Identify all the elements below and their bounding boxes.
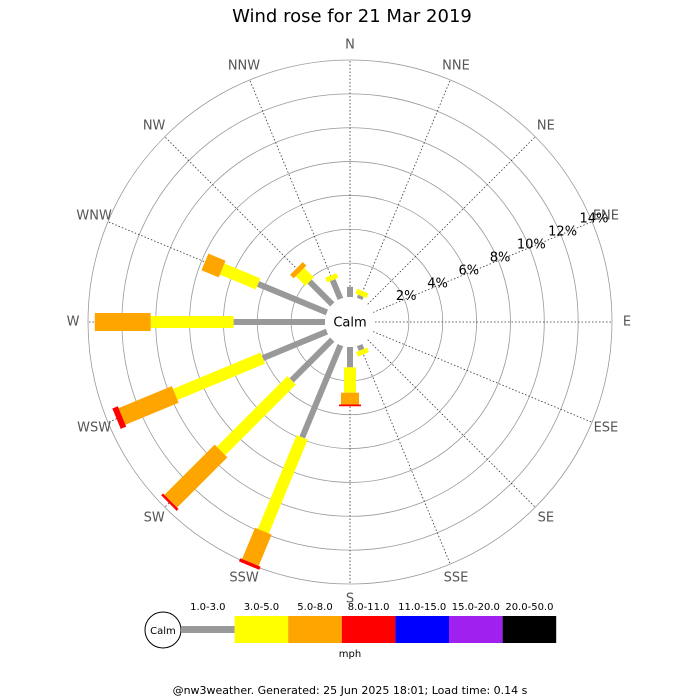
bar-segment [325,273,339,283]
legend-label: 20.0-50.0 [505,602,553,613]
direction-label: SW [144,510,165,525]
bar-segment [356,343,365,351]
bar-segment [355,288,369,299]
radial-tick-label: 2% [396,289,417,304]
bar-segment [307,279,335,307]
legend-swatch [449,616,503,643]
legend-swatch [181,626,235,633]
direction-label: S [346,592,354,607]
bar-segment [161,493,179,511]
legend-swatch [395,616,449,643]
spoke [249,79,341,300]
direction-label: NW [143,119,166,134]
bar-segment [201,253,226,278]
bar-segment [356,294,364,301]
legend-swatch [502,616,557,643]
bar-segment [118,386,179,425]
direction-label: SSE [444,570,469,585]
legend-calm-label: Calm [150,626,176,637]
spoke [367,339,536,508]
bar-segment [329,278,344,301]
bar-segment [112,406,127,429]
bar-segment [164,444,228,508]
bar-segment [355,347,369,357]
ring [87,59,613,585]
bar-segment [256,281,329,316]
bar-segment [216,376,296,456]
radial-tick-label: 10% [517,237,546,252]
direction-label: SSW [229,570,259,585]
legend-label: 8.0-11.0 [348,602,390,613]
legend-swatch [341,616,396,643]
bar-segment [238,558,261,570]
direction-label: SE [538,510,554,525]
legend-label: 5.0-8.0 [297,602,332,613]
spoke [359,79,451,300]
bar-segment [295,267,314,286]
direction-label: W [67,315,80,330]
radial-tick-label: 8% [490,250,511,265]
direction-label: ENE [593,208,619,223]
bar-segment [242,527,272,566]
footer: @nw3weather. Generated: 25 Jun 2025 18:0… [173,684,528,697]
legend-swatch [234,616,289,643]
direction-label: WSW [77,421,111,436]
direction-label: WNW [76,208,112,223]
calm-circle [325,297,375,347]
bar-segment [290,262,307,279]
bar-segment [257,435,308,534]
direction-label: NNW [228,59,260,74]
direction-label: NNE [442,59,470,74]
bar-segment [289,337,335,383]
bar-segment [172,352,266,400]
spoke [372,221,593,313]
legend-label: 11.0-15.0 [398,602,446,613]
legend-unit: mph [339,649,361,660]
calm-label: Calm [333,316,366,331]
chart-title: Wind rose for 21 Mar 2019 [232,6,472,27]
spoke [372,331,593,423]
direction-label: E [623,315,631,330]
legend-label: 15.0-20.0 [452,602,500,613]
radial-tick-label: 4% [427,276,448,291]
bar-segment [261,328,329,361]
radial-tick-label: 6% [458,263,479,278]
bar-segment [219,263,261,290]
spoke [367,136,536,305]
radial-tick-label: 12% [548,224,577,239]
legend-label: 3.0-5.0 [244,602,279,613]
direction-label: N [345,38,355,53]
legend-label: 1.0-3.0 [190,602,225,613]
direction-label: ESE [594,421,619,436]
radial-tick-label: 14% [579,211,608,226]
spoke [359,344,451,565]
legend-swatch [288,616,342,643]
direction-label: NE [537,119,555,134]
bar-segment [299,343,344,439]
